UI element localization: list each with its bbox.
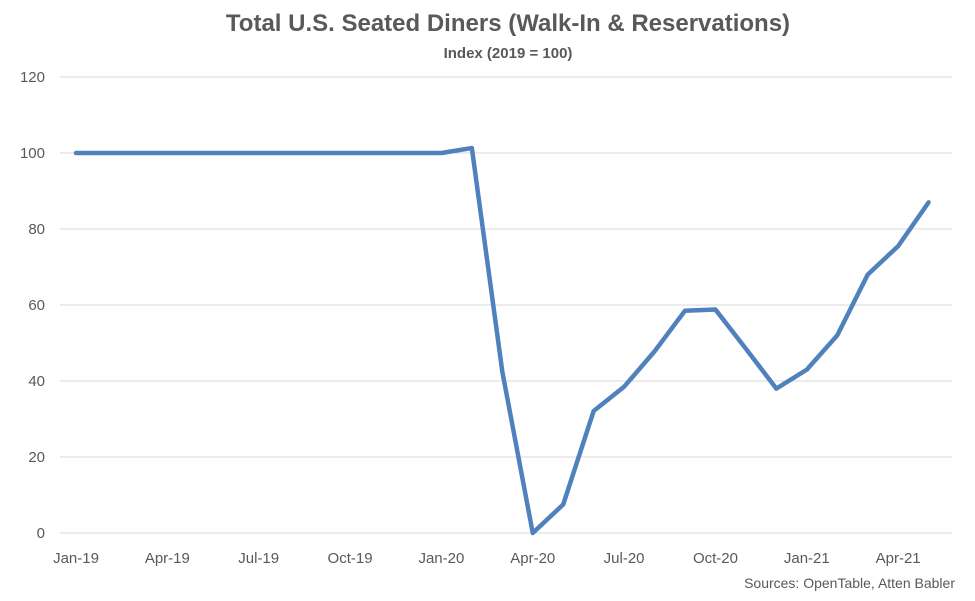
x-tick-label: Jan-19 xyxy=(53,550,99,567)
x-tick-label: Jan-21 xyxy=(784,550,830,567)
x-tick-label: Jul-19 xyxy=(238,550,279,567)
y-tick-label: 80 xyxy=(28,221,45,238)
y-tick-label: 60 xyxy=(28,297,45,314)
chart-title: Total U.S. Seated Diners (Walk-In & Rese… xyxy=(226,10,790,37)
y-tick-label: 20 xyxy=(28,449,45,466)
series-line xyxy=(73,145,931,536)
gridlines xyxy=(60,76,952,534)
x-tick-label: Oct-19 xyxy=(328,550,373,567)
y-tick-label: 120 xyxy=(20,69,45,86)
x-tick-label: Jan-20 xyxy=(418,550,464,567)
series-group xyxy=(73,145,931,536)
source-note: Sources: OpenTable, Atten Babler xyxy=(744,575,955,591)
x-tick-label: Apr-19 xyxy=(145,550,190,567)
x-tick-label: Oct-20 xyxy=(693,550,738,567)
y-tick-label: 100 xyxy=(20,145,45,162)
x-tick-label: Apr-20 xyxy=(510,550,555,567)
x-tick-label: Apr-21 xyxy=(876,550,921,567)
y-tick-label: 0 xyxy=(37,525,45,542)
y-axis-ticks: 0 20 40 60 80 100 120 xyxy=(20,69,45,542)
chart-subtitle: Index (2019 = 100) xyxy=(444,45,573,62)
x-tick-label: Jul-20 xyxy=(604,550,645,567)
y-tick-label: 40 xyxy=(28,373,45,390)
x-axis-ticks: Jan-19 Apr-19 Jul-19 Oct-19 Jan-20 Apr-20 Jul-… xyxy=(53,550,921,567)
